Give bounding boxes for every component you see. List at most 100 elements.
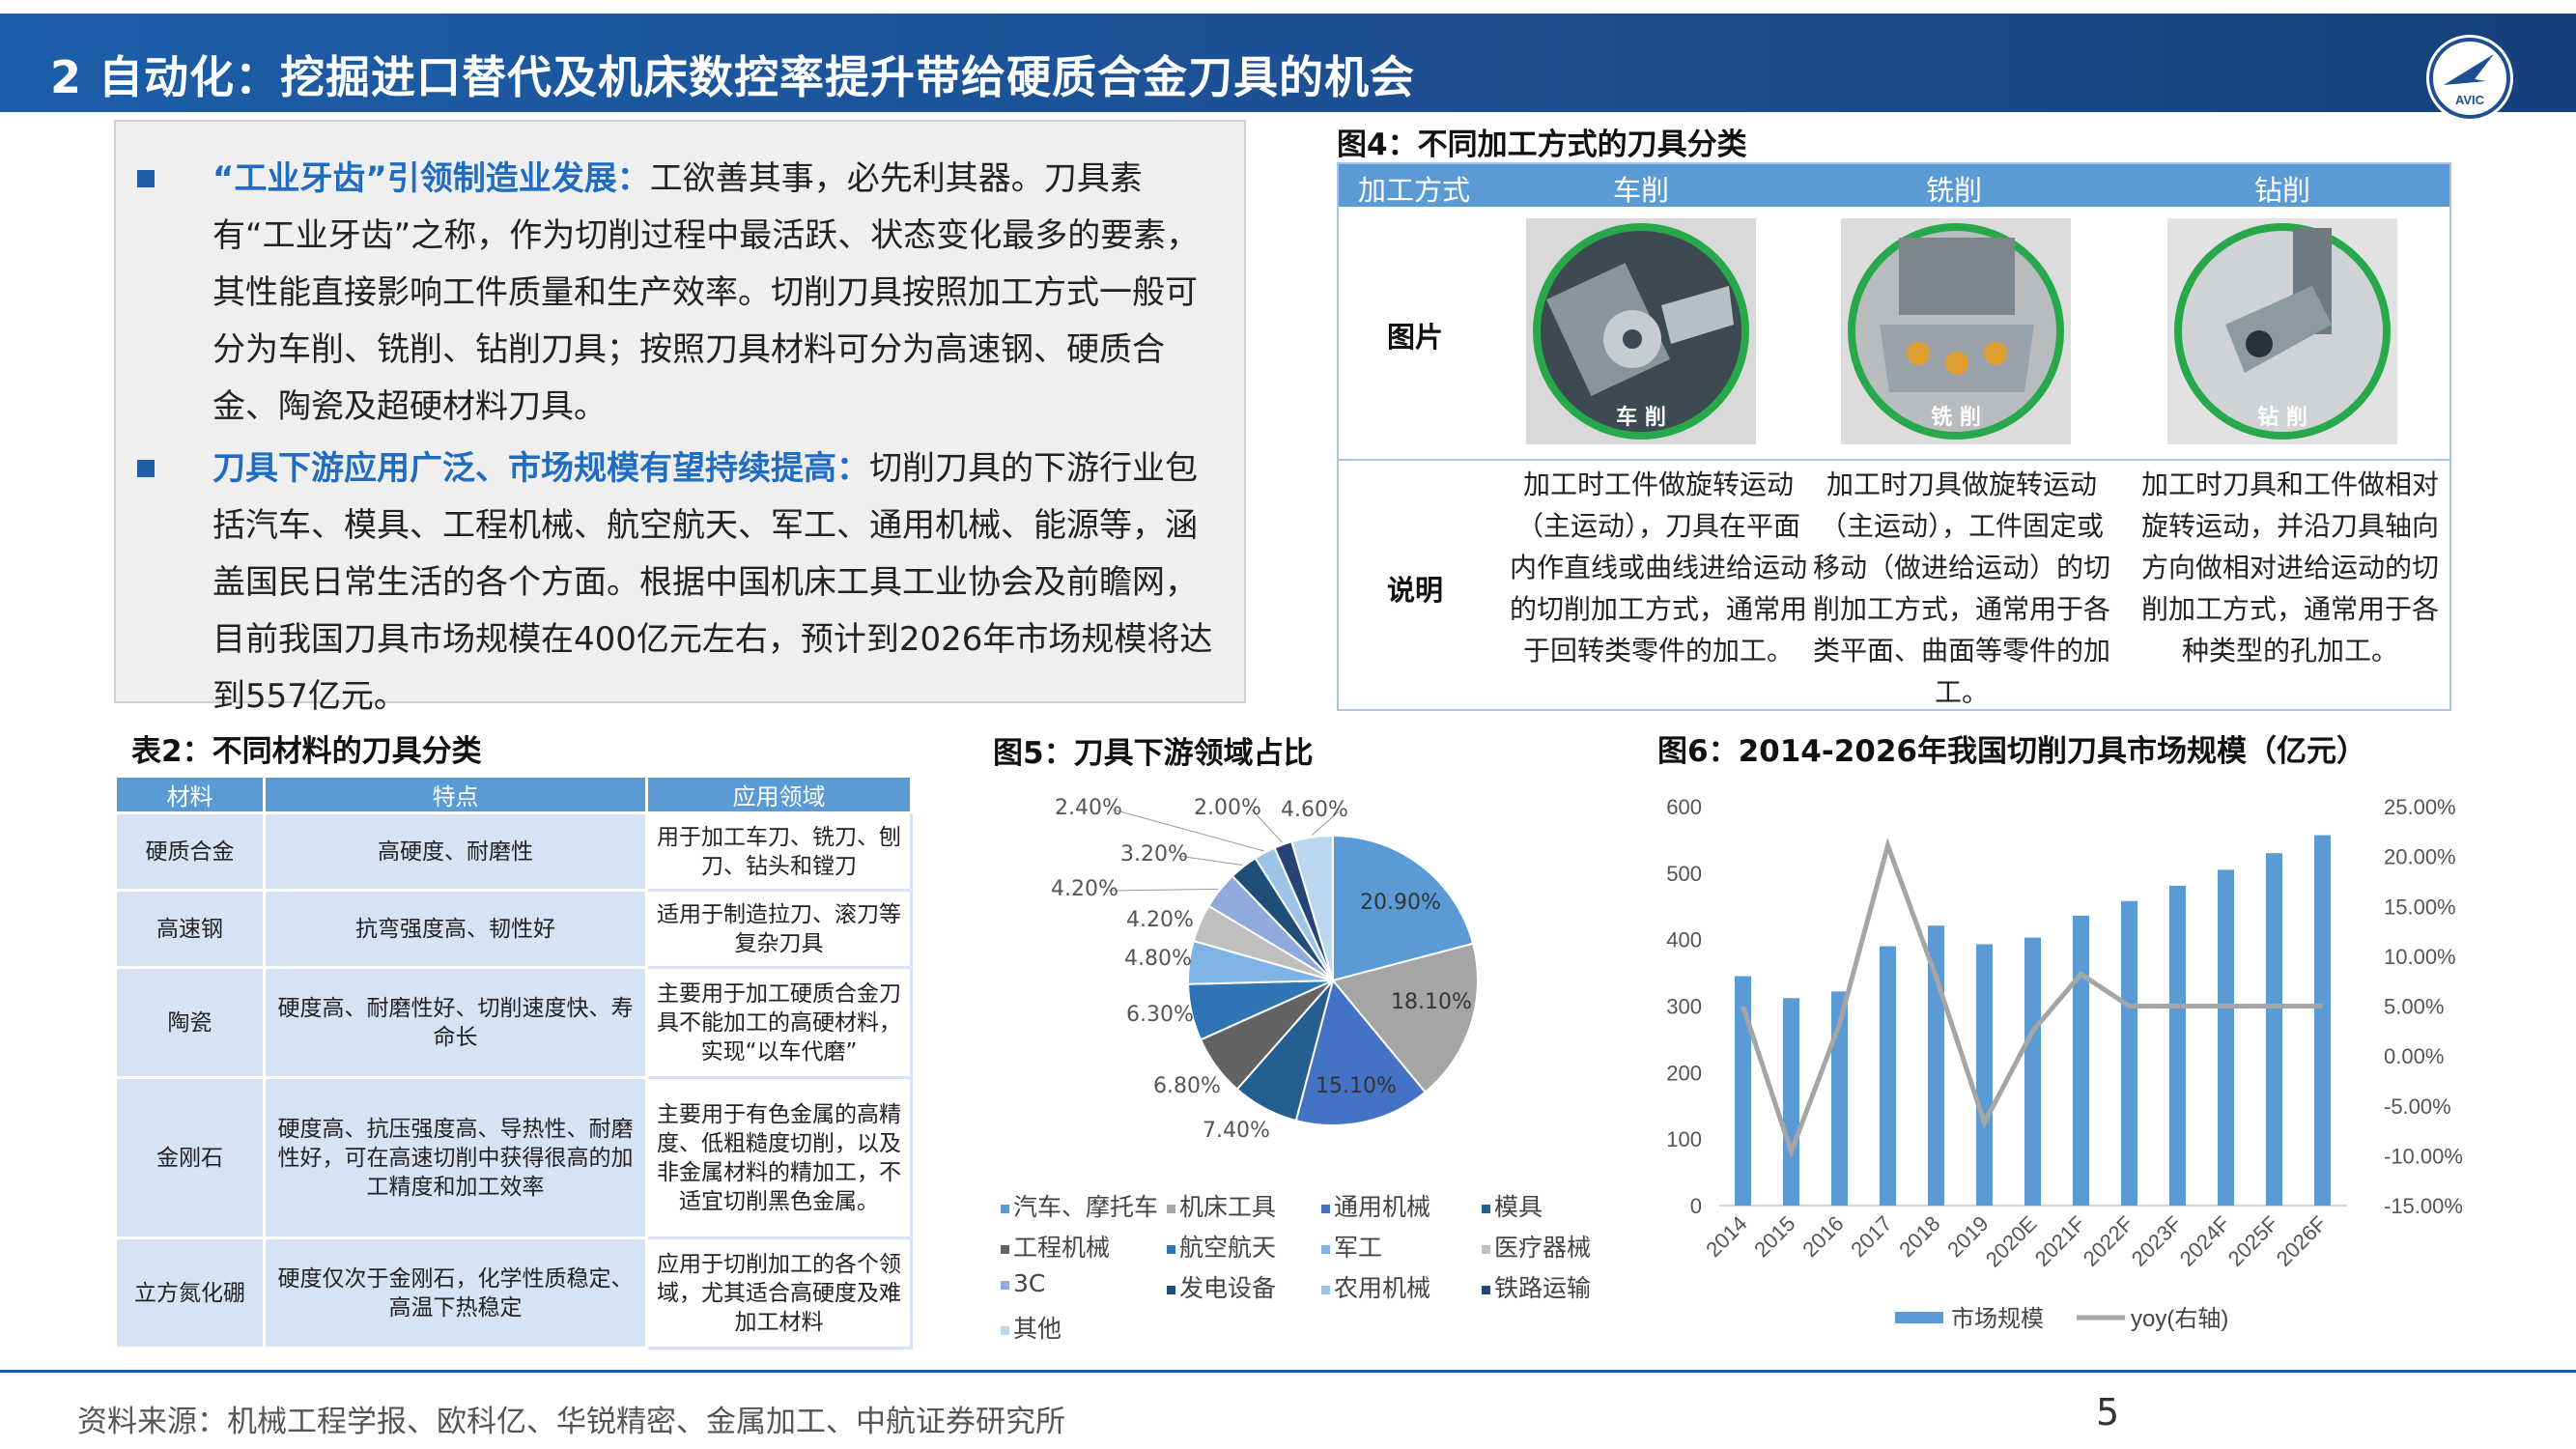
pie-legend-item: 模具 [1482,1188,1543,1223]
y-right-tick-label: 5.00% [2384,995,2444,1019]
bullet-text: 切削刀具的下游行业包括汽车、模具、工程机械、航空航天、军工、通用机械、能源等，涵… [212,449,1213,716]
pie-data-label: 7.40% [1203,1119,1270,1143]
y-right-tick-label: 0.00% [2384,1044,2444,1068]
legend-swatch [1001,1204,1009,1213]
table-row: 硬质合金 高硬度、耐磨性 用于加工车刀、铣刀、刨刀、钻头和镗刀 [114,811,913,892]
pie-data-label: 6.30% [1126,1003,1194,1027]
y-left-tick-label: 200 [1666,1061,1702,1085]
leader-line [1251,809,1283,843]
legend-swatch [1167,1204,1175,1213]
x-tick-label: 2020E [1981,1211,2042,1272]
turning-description: 加工时工件做旋转运动（主运动），刀具在平面内作直线或曲线进给运动的切削加工方式，… [1509,469,1807,667]
photo-caption: 钻 削 [2257,406,2307,430]
pie-legend-item: 航空航天 [1167,1229,1276,1264]
milling-photo: 铣 削 [1841,218,2071,444]
avic-logo: AVIC [2426,35,2513,122]
fig4-header-cell: 铣削 [1926,174,1983,207]
y-right-tick-label: 15.00% [2384,895,2456,919]
photo-caption: 铣 削 [1931,406,1981,430]
x-tick-label: 2014 [1701,1211,1751,1262]
application-cell: 适用于制造拉刀、滚刀等复杂刀具 [645,889,913,969]
column-header: 应用领域 [645,775,913,814]
pie-data-label: 2.00% [1194,796,1261,820]
material-cell: 高速钢 [114,889,266,969]
page-number: 5 [2096,1391,2120,1434]
material-cell: 金刚石 [114,1076,266,1239]
photo-caption: 车 削 [1616,406,1666,430]
bar [2024,937,2041,1206]
legend-swatch [1167,1285,1175,1294]
legend-swatch [1321,1204,1330,1213]
table2-title: 表2：不同材料的刀具分类 [131,734,482,769]
bar [2218,869,2234,1206]
fig4-table: 加工方式 车削 铣削 钻削 图片 说明 车 削 铣 削 [1337,162,2451,711]
legend-label: 机床工具 [1179,1193,1277,1221]
intro-bullet-1: “工业牙齿”引领制造业发展：工欲善其事，必先利其器。刀具素有“工业牙齿”之称，作… [137,151,1219,436]
legend-swatch [1001,1325,1009,1335]
application-cell: 用于加工车刀、铣刀、刨刀、钻头和镗刀 [645,811,913,892]
fig4-title: 图4：不同加工方式的刀具分类 [1337,128,1747,162]
fig4-header-row: 加工方式 车削 铣削 钻削 [1339,164,2449,207]
drilling-description: 加工时刀具和工件做相对旋转运动，并沿刀具轴向方向做相对进给运动的切削加工方式，通… [2140,469,2439,667]
bullet-square-icon [137,460,155,477]
pie-legend-item: 其他 [1001,1310,1062,1345]
table-row: 高速钢 抗弯强度高、韧性好 适用于制造拉刀、滚刀等复杂刀具 [114,889,913,969]
feature-cell: 硬度高、抗压强度高、导热性、耐磨性好，可在高速切削中获得很高的加工精度和加工效率 [263,1076,648,1239]
pie-legend-item: 工程机械 [1001,1229,1110,1264]
legend-swatch [1321,1285,1330,1294]
x-tick-label: 2016 [1798,1211,1848,1262]
pie-slice [1332,834,1475,982]
fig4-row-label: 图片 [1387,321,1444,354]
legend-label-bar: 市场规模 [1951,1306,2044,1332]
legend-swatch [1001,1280,1009,1290]
y-left-tick-label: 100 [1666,1127,1702,1151]
intro-bullet-2: 刀具下游应用广泛、市场规模有望持续提高：切削刀具的下游行业包括汽车、模具、工程机… [137,440,1219,725]
bullet-lead: 刀具下游应用广泛、市场规模有望持续提高： [212,449,869,488]
column-header: 特点 [263,775,648,814]
y-right-tick-label: 20.00% [2384,845,2456,869]
leader-line [1177,855,1243,866]
bar [1976,944,1993,1206]
table-row: 陶瓷 硬度高、耐磨性好、切削速度快、寿命长 主要用于加工硬质合金刀具不能加工的高… [114,966,913,1079]
x-tick-label: 2021F [2030,1211,2090,1271]
pie-data-label: 18.10% [1391,990,1472,1014]
bar [2073,915,2089,1206]
feature-cell: 高硬度、耐磨性 [263,811,648,892]
legend-label: 工程机械 [1013,1234,1111,1262]
pie-data-label: 4.80% [1124,947,1192,971]
legend-label: 其他 [1013,1315,1062,1343]
drilling-photo: 钻 削 [2167,218,2397,444]
y-left-tick-label: 0 [1690,1194,1702,1218]
y-left-tick-label: 500 [1666,862,1702,886]
legend-label: 模具 [1494,1193,1543,1221]
bullet-lead: “工业牙齿”引领制造业发展： [212,159,650,198]
legend-swatch-bar [1895,1312,1943,1323]
material-cell: 立方氮化硼 [114,1236,266,1350]
pie-data-label: 3.20% [1120,842,1188,867]
pie-legend-item: 军工 [1321,1229,1382,1264]
bar [1880,946,1896,1206]
pie-chart: 20.90% 18.10% 15.10% 7.40% 6.80% 6.30% 4.80% 4.… [1001,792,1591,1352]
legend-label: 汽车、摩托车 [1013,1193,1159,1221]
pie-legend-item: 医疗器械 [1482,1229,1591,1264]
x-tick-label: 2025F [2223,1211,2283,1271]
y-right-tick-label: -15.00% [2384,1194,2463,1218]
feature-cell: 抗弯强度高、韧性好 [263,889,648,969]
pie-data-label: 20.90% [1360,891,1441,915]
legend-label: 航空航天 [1179,1234,1277,1262]
table-row: 金刚石 硬度高、抗压强度高、导热性、耐磨性好，可在高速切削中获得很高的加工精度和… [114,1076,913,1239]
pie-legend-item: 农用机械 [1321,1269,1430,1304]
pie-data-label: 6.80% [1153,1074,1221,1098]
material-table: 材料 特点 应用领域 硬质合金 高硬度、耐磨性 用于加工车刀、铣刀、刨刀、钻头和… [114,775,913,1350]
y-right-tick-label: 10.00% [2384,945,2456,969]
x-tick-label: 2015 [1749,1211,1799,1262]
application-cell: 主要用于加工硬质合金刀具不能加工的高硬材料，实现“以车代磨” [645,966,913,1079]
pie-legend-item: 铁路运输 [1482,1269,1591,1304]
y-right-tick-label: -10.00% [2384,1144,2463,1168]
fig5-title: 图5：刀具下游领域占比 [993,736,1314,771]
pie-legend-item: 汽车、摩托车 [1001,1188,1158,1223]
pie-data-label: 2.40% [1055,796,1122,820]
pie-legend-item: 发电设备 [1167,1269,1276,1304]
pie-slice [1331,942,1479,1094]
legend-swatch [1321,1244,1330,1254]
